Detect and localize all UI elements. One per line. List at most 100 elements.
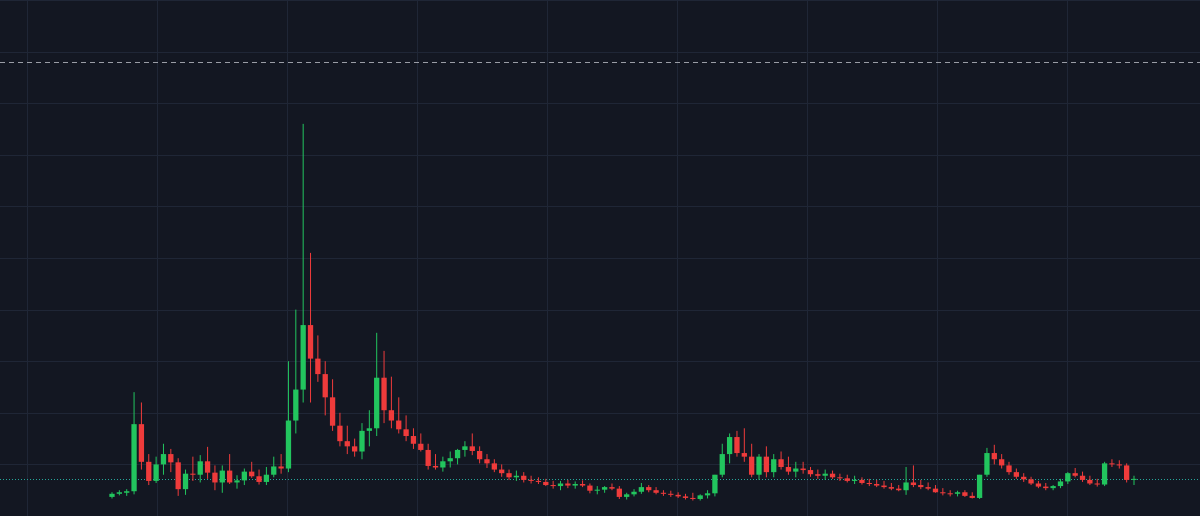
candle — [726, 433, 733, 464]
candle-body — [374, 377, 380, 429]
candle — [344, 425, 350, 455]
candle-body — [425, 449, 431, 466]
candle — [329, 379, 336, 431]
candle — [293, 309, 299, 434]
candle — [874, 479, 880, 488]
candle — [1072, 468, 1078, 478]
candle — [697, 494, 703, 501]
candle — [624, 492, 630, 500]
candle — [506, 469, 512, 480]
candle — [763, 446, 770, 478]
candle-body — [454, 449, 461, 459]
candle — [1065, 472, 1071, 485]
candle-body — [749, 456, 755, 475]
candle-body — [859, 479, 865, 483]
candle-body — [359, 430, 365, 452]
candle-body — [778, 459, 784, 467]
candle-body — [1013, 472, 1020, 477]
candle-body — [197, 461, 203, 475]
candle-body — [219, 470, 225, 483]
candle — [734, 430, 740, 457]
candle — [793, 461, 799, 478]
candle-body — [381, 377, 387, 411]
candle — [932, 485, 939, 493]
candle-body — [932, 488, 939, 493]
candle — [999, 454, 1005, 469]
candle — [896, 485, 902, 492]
candle — [1021, 473, 1027, 482]
candle-body — [1101, 463, 1108, 485]
candle — [837, 473, 843, 481]
candle — [741, 428, 747, 462]
candle — [138, 402, 145, 470]
candle — [668, 490, 674, 497]
candle-body — [513, 475, 520, 478]
candle — [704, 490, 711, 499]
candle-body — [153, 464, 159, 481]
candle-body — [807, 470, 814, 475]
candle — [1079, 471, 1086, 482]
candle — [829, 470, 836, 479]
candle-series — [109, 123, 1137, 501]
candle — [374, 332, 380, 437]
candle-body — [888, 487, 895, 489]
candle — [212, 465, 218, 491]
candle — [1124, 463, 1130, 483]
candle — [881, 480, 887, 489]
candle — [1116, 460, 1122, 469]
candle — [403, 415, 409, 442]
candle-body — [572, 484, 578, 486]
candle-body — [837, 477, 843, 479]
candle — [682, 493, 689, 500]
candle-body — [418, 443, 424, 450]
candle — [616, 486, 622, 499]
candle-body — [484, 459, 490, 464]
candle-body — [403, 429, 409, 437]
candle — [594, 486, 600, 495]
candle-body — [822, 473, 828, 476]
candle — [800, 461, 806, 474]
candle-body — [1087, 479, 1093, 484]
candle-body — [182, 473, 189, 490]
candle — [249, 461, 255, 478]
candle-body — [881, 485, 887, 488]
candle — [822, 469, 828, 480]
candle-body — [624, 494, 630, 497]
candle-body — [1065, 473, 1071, 482]
candle — [1109, 459, 1115, 467]
candle-body — [168, 454, 174, 463]
candle — [300, 123, 306, 403]
candle-body — [462, 446, 468, 450]
candle-body — [491, 463, 497, 470]
candle-body — [638, 487, 645, 492]
candle — [1050, 485, 1056, 491]
candle — [351, 438, 358, 457]
candle-body — [528, 479, 534, 481]
candle-body — [1028, 479, 1034, 484]
candle-body — [535, 480, 542, 482]
candle-body — [550, 485, 556, 487]
candle — [491, 459, 497, 473]
candle-body — [719, 454, 725, 475]
candle — [499, 464, 505, 477]
candle-body — [506, 473, 512, 478]
candle — [454, 448, 461, 465]
candle-body — [226, 470, 233, 483]
candle — [756, 454, 762, 480]
candle-body — [521, 475, 527, 480]
candle — [785, 456, 792, 475]
candle-body — [785, 466, 792, 472]
candle — [947, 490, 953, 497]
candle — [690, 492, 696, 501]
candle-body — [432, 465, 439, 468]
candle — [719, 443, 725, 478]
candle-body — [984, 453, 990, 475]
candle — [866, 478, 872, 487]
candle-body — [190, 473, 196, 475]
candle — [337, 412, 343, 447]
candle-body — [1109, 463, 1115, 465]
candle-body — [131, 424, 137, 492]
candle-body — [690, 497, 696, 499]
candle — [271, 456, 277, 478]
